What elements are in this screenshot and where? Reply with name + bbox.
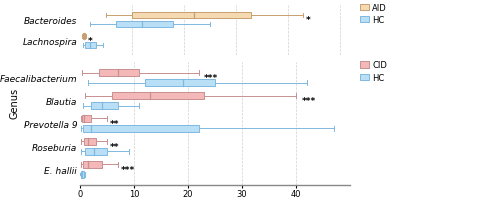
FancyBboxPatch shape (112, 93, 204, 99)
Text: **: ** (110, 142, 119, 151)
FancyBboxPatch shape (132, 13, 252, 19)
FancyBboxPatch shape (82, 33, 85, 40)
FancyBboxPatch shape (82, 161, 102, 168)
FancyBboxPatch shape (82, 125, 199, 132)
FancyBboxPatch shape (91, 103, 118, 110)
FancyBboxPatch shape (145, 80, 215, 87)
Text: *: * (88, 37, 92, 46)
Legend: CID, HC: CID, HC (360, 60, 388, 83)
Text: ***: *** (120, 165, 135, 174)
FancyBboxPatch shape (81, 171, 84, 178)
Legend: AID, HC: AID, HC (360, 3, 388, 26)
Text: ***: *** (204, 74, 218, 83)
Text: **: ** (110, 119, 119, 128)
Text: ***: *** (302, 97, 316, 105)
FancyBboxPatch shape (116, 22, 173, 28)
FancyBboxPatch shape (82, 115, 91, 122)
FancyBboxPatch shape (99, 70, 140, 77)
FancyBboxPatch shape (85, 42, 96, 49)
FancyBboxPatch shape (86, 148, 107, 155)
Text: Genus: Genus (10, 88, 20, 118)
FancyBboxPatch shape (84, 138, 96, 145)
Text: *: * (306, 16, 310, 25)
